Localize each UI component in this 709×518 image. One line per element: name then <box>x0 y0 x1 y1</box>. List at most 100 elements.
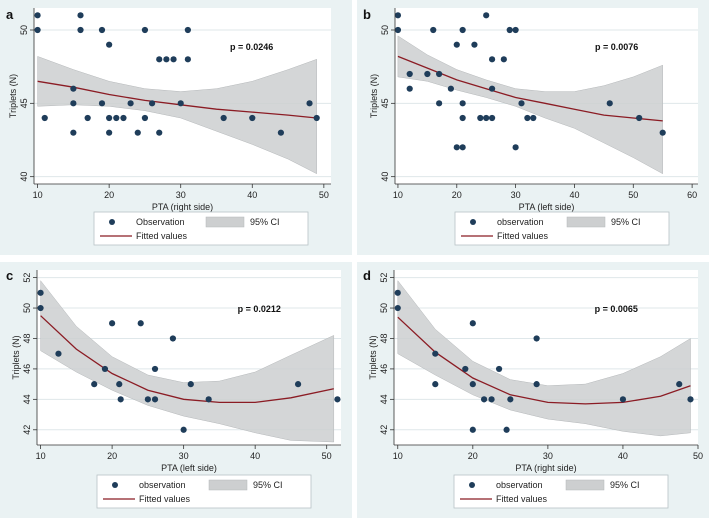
legend-fit-label: Fitted values <box>136 231 188 241</box>
data-point <box>406 85 413 92</box>
data-point <box>205 396 212 403</box>
data-point <box>394 304 401 312</box>
y-tick-label: 50 <box>19 25 29 35</box>
panel-letter-d: d <box>363 268 371 283</box>
data-point <box>459 144 466 151</box>
data-point <box>530 114 537 122</box>
ci-band <box>397 279 691 437</box>
data-point <box>462 365 469 373</box>
data-point <box>163 56 170 63</box>
legend-ci-label: 95% CI <box>611 217 641 227</box>
y-tick-label: 45 <box>19 98 29 108</box>
data-point <box>469 426 476 433</box>
data-point <box>34 12 41 19</box>
legend-fit-label: Fitted values <box>497 231 549 241</box>
data-point <box>151 396 159 403</box>
data-point <box>98 26 106 34</box>
ci-band <box>397 35 663 175</box>
legend-ci-label: 95% CI <box>610 480 640 490</box>
data-point <box>34 26 41 34</box>
data-point <box>177 100 184 107</box>
fitted-line <box>40 315 334 404</box>
data-point <box>277 129 285 136</box>
fitted-line <box>397 316 691 405</box>
p-value-annotation: p = 0.0212 <box>238 304 281 314</box>
data-point <box>406 70 413 78</box>
data-point <box>70 100 77 107</box>
legend-observation-label: observation <box>497 217 544 227</box>
x-tick-label: 20 <box>104 190 114 200</box>
p-value-annotation: p = 0.0076 <box>595 42 638 52</box>
panel-c: c 10 20 30 40 50 42 44 46 48 50 52 PTA (left side) T… <box>0 262 352 518</box>
data-point <box>424 70 431 78</box>
x-axis-title: PTA (left side) <box>161 463 217 473</box>
data-point <box>141 114 149 122</box>
data-point <box>659 129 666 136</box>
data-point <box>37 289 44 296</box>
data-point <box>180 426 187 433</box>
x-tick-label: 40 <box>250 451 260 461</box>
data-point <box>512 144 519 151</box>
y-tick-label: 45 <box>380 98 390 108</box>
legend-observation-label: observation <box>139 480 186 490</box>
data-point <box>488 114 496 122</box>
legend-observation-marker <box>112 482 118 488</box>
data-point <box>518 100 525 107</box>
data-point <box>98 100 106 107</box>
legend-observation-marker <box>109 219 115 225</box>
y-tick-label: 50 <box>22 303 32 313</box>
data-point <box>148 100 156 107</box>
data-point <box>459 100 466 107</box>
y-tick-label: 48 <box>379 333 389 343</box>
data-point <box>524 114 531 122</box>
data-point <box>471 41 478 48</box>
x-tick-label: 40 <box>618 451 628 461</box>
x-tick-label: 50 <box>693 451 703 461</box>
data-point <box>106 129 113 136</box>
data-point <box>313 114 320 122</box>
data-point <box>106 114 113 122</box>
data-point <box>169 335 177 342</box>
data-point <box>116 381 123 388</box>
data-point <box>453 41 460 48</box>
y-tick-label: 44 <box>22 394 32 404</box>
data-point <box>37 304 44 312</box>
data-point <box>120 114 127 122</box>
x-tick-label: 50 <box>319 190 329 200</box>
y-tick-label: 40 <box>19 172 29 182</box>
data-point <box>512 26 519 34</box>
data-point <box>477 114 484 122</box>
x-tick-label: 30 <box>179 451 189 461</box>
x-axis-title: PTA (left side) <box>519 202 575 212</box>
y-tick-label: 50 <box>380 25 390 35</box>
data-point <box>113 114 120 122</box>
panel-b: b 10 20 30 40 50 60 40 45 50 PTA (left side) Tripl… <box>357 0 709 255</box>
legend-fit-label: Fitted values <box>139 494 191 504</box>
y-axis-title: Triplets (N) <box>368 335 378 379</box>
legend-ci-swatch <box>205 216 245 228</box>
x-tick-label: 10 <box>393 190 403 200</box>
y-tick-label: 46 <box>22 364 32 374</box>
legend-box <box>454 211 670 246</box>
data-point <box>394 12 402 19</box>
data-point <box>134 129 141 136</box>
data-point <box>483 114 490 122</box>
data-point <box>106 41 113 48</box>
x-tick-label: 20 <box>468 451 478 461</box>
data-point <box>533 335 540 342</box>
data-point <box>41 114 48 122</box>
ci-band <box>37 56 317 175</box>
x-tick-label: 20 <box>452 190 462 200</box>
data-point <box>394 289 401 296</box>
data-point <box>432 381 439 388</box>
legend-ci-swatch <box>565 479 605 491</box>
data-point <box>436 70 443 78</box>
panel-letter-a: a <box>6 7 14 22</box>
x-tick-label: 40 <box>247 190 257 200</box>
panel-a: a 10 20 30 40 50 40 45 50 PTA (right side) Triple… <box>0 0 352 255</box>
y-tick-label: 40 <box>380 172 390 182</box>
data-point <box>507 396 514 403</box>
legend-ci-swatch <box>208 479 248 491</box>
data-point <box>127 100 134 107</box>
data-point <box>500 56 507 63</box>
